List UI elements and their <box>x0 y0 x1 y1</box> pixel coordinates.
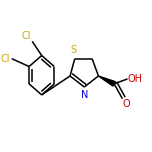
Text: Cl: Cl <box>22 31 31 41</box>
Text: N: N <box>81 90 89 100</box>
Text: Cl: Cl <box>1 54 10 64</box>
Polygon shape <box>98 76 115 86</box>
Text: O: O <box>123 99 130 109</box>
Text: S: S <box>70 45 76 55</box>
Text: OH: OH <box>128 74 143 84</box>
